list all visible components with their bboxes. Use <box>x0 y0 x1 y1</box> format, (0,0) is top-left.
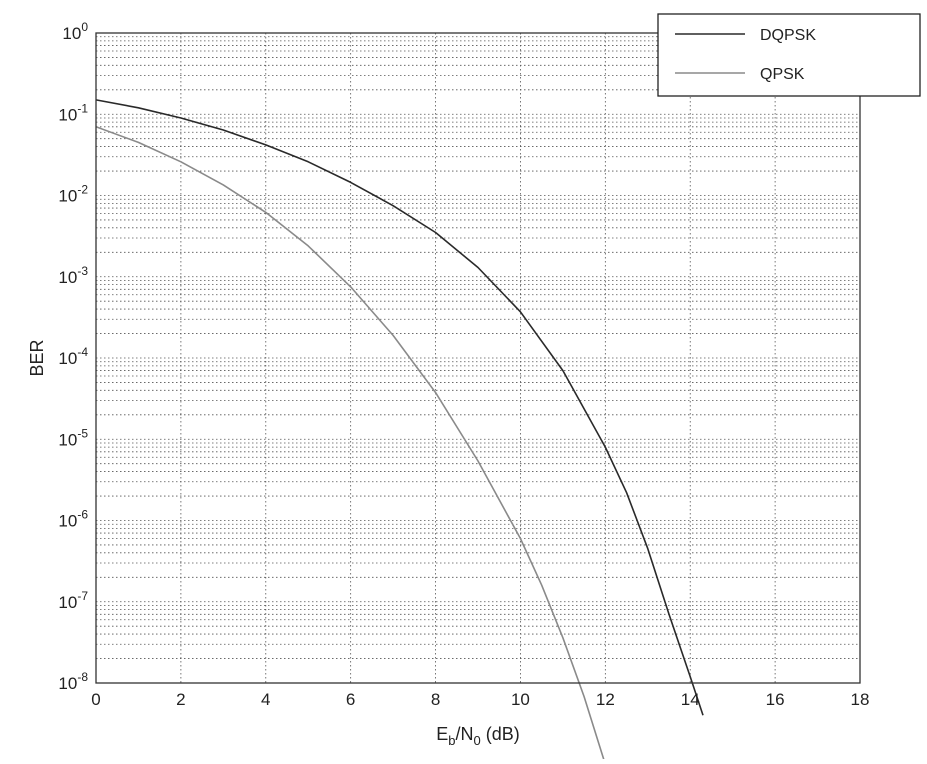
legend-label-dqpsk: DQPSK <box>760 27 816 44</box>
x-axis-label: Eb/N0 (dB) <box>436 724 520 748</box>
x-axis-label-tail: (dB) <box>481 724 520 744</box>
x-tick-labels: 0 2 4 6 8 10 12 14 16 18 <box>91 690 869 709</box>
x-tick-label: 14 <box>681 690 700 709</box>
x-axis-label-sub2: 0 <box>474 733 481 748</box>
x-tick-label: 8 <box>431 690 440 709</box>
x-tick-label: 0 <box>91 690 100 709</box>
series-line-qpsk <box>95 126 607 764</box>
y-axis-label: BER <box>27 339 47 376</box>
series-line-dqpsk <box>95 99 704 716</box>
y-tick-label: 10-2 <box>58 183 88 206</box>
x-tick-label: 4 <box>261 690 270 709</box>
plot-frame <box>95 32 861 684</box>
x-axis-label-sub1: b <box>448 733 455 748</box>
y-tick-label: 10-5 <box>58 426 88 449</box>
x-tick-label: 18 <box>851 690 870 709</box>
grid-layer <box>96 33 860 683</box>
x-tick-label: 16 <box>766 690 785 709</box>
legend: DQPSK QPSK <box>657 13 921 97</box>
x-axis-label-mid: /N <box>456 724 474 744</box>
y-tick-label: 10-8 <box>58 670 88 693</box>
y-tick-label: 10-1 <box>58 101 88 124</box>
y-tick-label: 10-4 <box>58 345 88 368</box>
series-layer <box>95 99 704 764</box>
y-tick-labels: 100 10-1 10-2 10-3 10-4 10-5 10-6 10-7 10-8 <box>58 20 88 693</box>
legend-box <box>657 13 921 97</box>
y-tick-label: 10-3 <box>58 264 88 287</box>
x-tick-label: 6 <box>346 690 355 709</box>
x-axis-label-main: E <box>436 724 448 744</box>
x-tick-label: 12 <box>596 690 615 709</box>
y-tick-label: 10-7 <box>58 589 88 612</box>
legend-label-qpsk: QPSK <box>760 66 805 83</box>
x-tick-label: 2 <box>176 690 185 709</box>
y-tick-label: 100 <box>62 20 88 43</box>
y-tick-label: 10-6 <box>58 508 88 531</box>
x-tick-label: 10 <box>511 690 530 709</box>
